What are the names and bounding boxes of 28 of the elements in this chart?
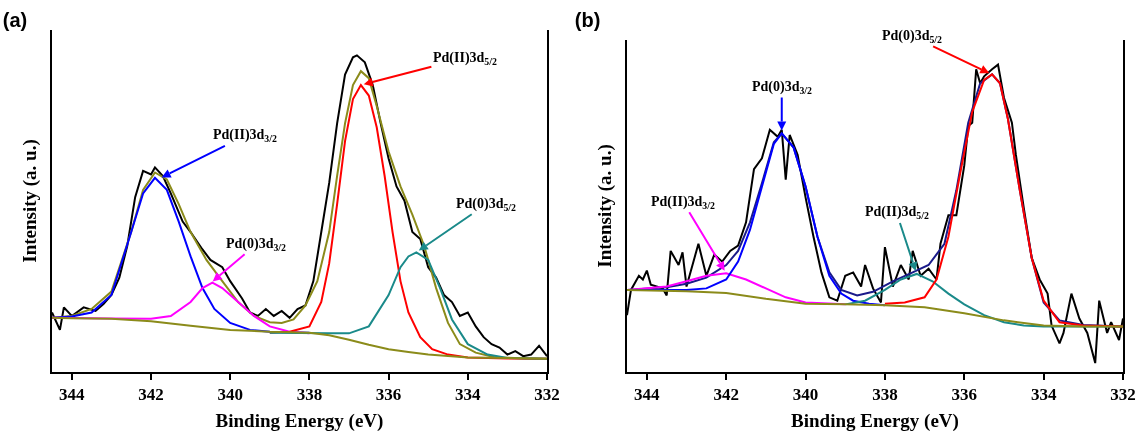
chart-title: (a) (2, 9, 28, 32)
annotation: Pd(II)3d$_{5/2}$ (433, 50, 497, 67)
x-tick-label: 344 (634, 385, 661, 405)
x-tick-label: 336 (951, 385, 978, 405)
x-axis-title: Binding Energy (eV) (791, 409, 959, 432)
y-axis-title: Intensity (a. u.) (19, 139, 42, 263)
x-tick-label: 342 (138, 385, 164, 405)
x-tick-label: 334 (1030, 385, 1057, 405)
x-tick-label: 336 (375, 385, 402, 405)
x-tick-label: 340 (217, 385, 243, 405)
annotation: Pd(0)3d$_{5/2}$ (882, 28, 943, 45)
x-tick-label: 344 (59, 385, 86, 405)
annotation: Pd(0)3d$_{3/2}$ (752, 79, 813, 96)
x-axis-title: Binding Energy (eV) (215, 409, 384, 432)
x-tick-label: 332 (1110, 385, 1136, 405)
chart-title: (b) (574, 9, 601, 32)
annotation: Pd(II)3d$_{5/2}$ (865, 204, 929, 221)
x-tick-label: 342 (713, 385, 739, 405)
x-tick-label: 338 (296, 385, 323, 405)
annotation: Pd(II)3d$_{3/2}$ (651, 194, 715, 211)
y-axis-title: Intensity (a. u.) (594, 144, 617, 268)
x-tick-label: 338 (872, 385, 898, 405)
annotation: Pd(II)3d$_{3/2}$ (213, 127, 277, 144)
x-tick-label: 332 (534, 385, 560, 405)
annotation: Pd(0)3d$_{5/2}$ (456, 196, 517, 213)
x-tick-label: 334 (455, 385, 482, 405)
x-tick-label: 340 (792, 385, 819, 405)
annotation: Pd(0)3d$_{3/2}$ (226, 236, 287, 253)
